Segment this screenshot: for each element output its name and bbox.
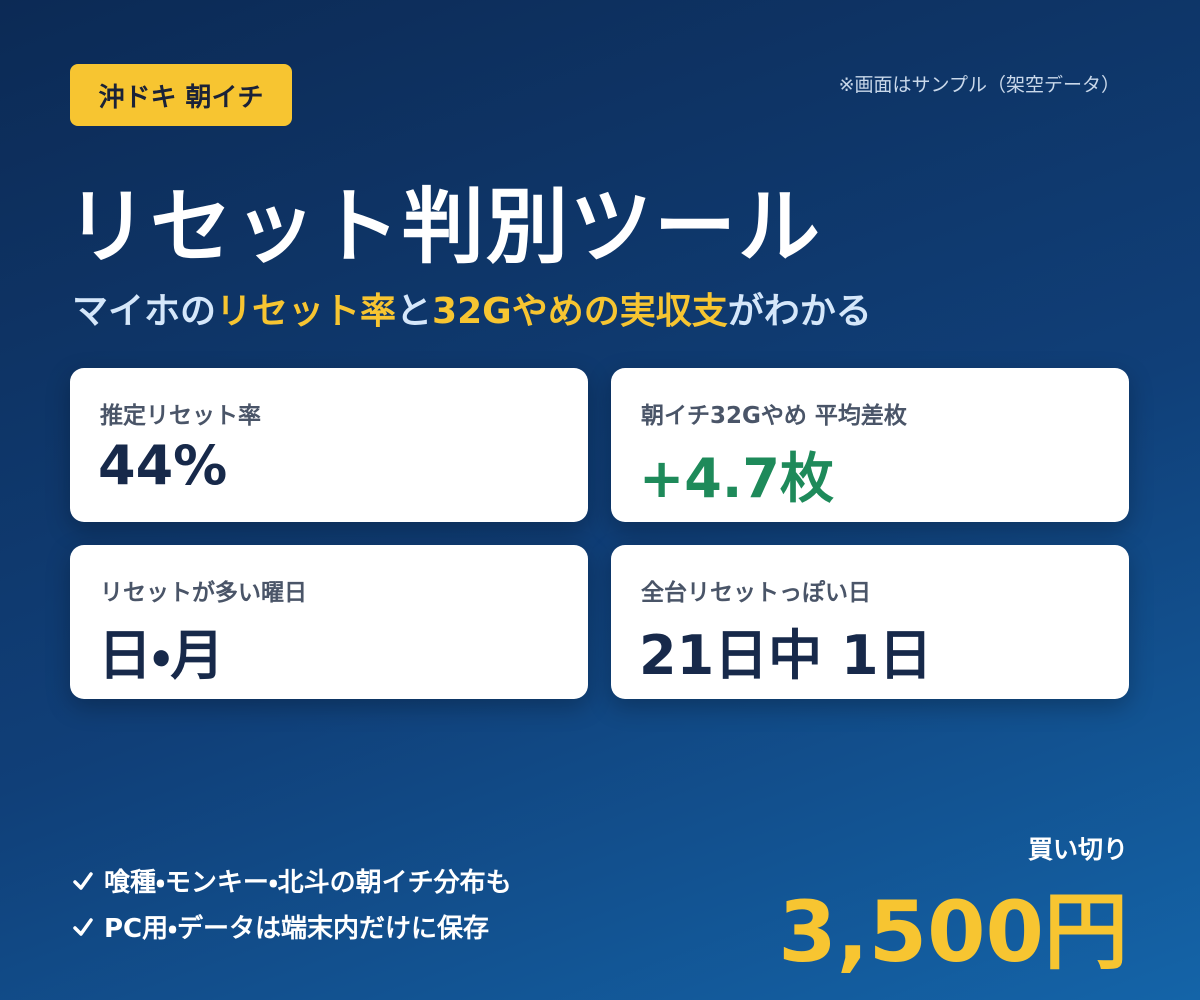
title: リセット判別ツール: [66, 180, 823, 275]
subtitle-text: マイホの: [72, 291, 217, 332]
feature-text: PC用・データは端末内だけに保存: [104, 914, 489, 944]
card-value: 21日中 1日: [639, 624, 933, 687]
card-label: 全台リセットっぽい日: [641, 580, 871, 606]
subtitle-highlight: リセット率: [216, 291, 397, 332]
note: ※画面はサンプル（架空データ）: [838, 74, 1120, 96]
subtitle-text: がわかる: [727, 291, 872, 332]
check-icon: [73, 917, 93, 936]
stat-card: リセットが多い曜日 日・月: [70, 545, 588, 699]
feature: 喰種・モンキー・北斗の朝イチ分布も: [72, 862, 512, 899]
price: 3,500円: [778, 883, 1128, 981]
card-value: 日・月: [98, 624, 225, 687]
check-icon: [73, 871, 93, 890]
subtitle-highlight: 32Gやめの実収支: [432, 291, 728, 332]
badge: 沖ドキ 朝イチ: [70, 64, 292, 126]
subtitle: マイホのリセット率と32Gやめの実収支がわかる: [72, 282, 872, 334]
feature: PC用・データは端末内だけに保存: [72, 908, 489, 945]
card-label: 朝イチ32Gやめ 平均差枚: [641, 403, 907, 429]
stat-card: 全台リセットっぽい日 21日中 1日: [611, 545, 1129, 699]
card-label: リセットが多い曜日: [100, 580, 307, 606]
stat-card: 朝イチ32Gやめ 平均差枚 +4.7枚: [611, 368, 1129, 522]
subtitle-text: と: [396, 291, 433, 332]
card-value: +4.7枚: [639, 447, 834, 510]
feature-text: 喰種・モンキー・北斗の朝イチ分布も: [104, 868, 512, 898]
card-value: 44%: [98, 434, 228, 497]
card-label: 推定リセット率: [100, 403, 261, 429]
stat-card: 推定リセット率 44%: [70, 368, 588, 522]
price-label: 買い切り: [1027, 835, 1128, 864]
